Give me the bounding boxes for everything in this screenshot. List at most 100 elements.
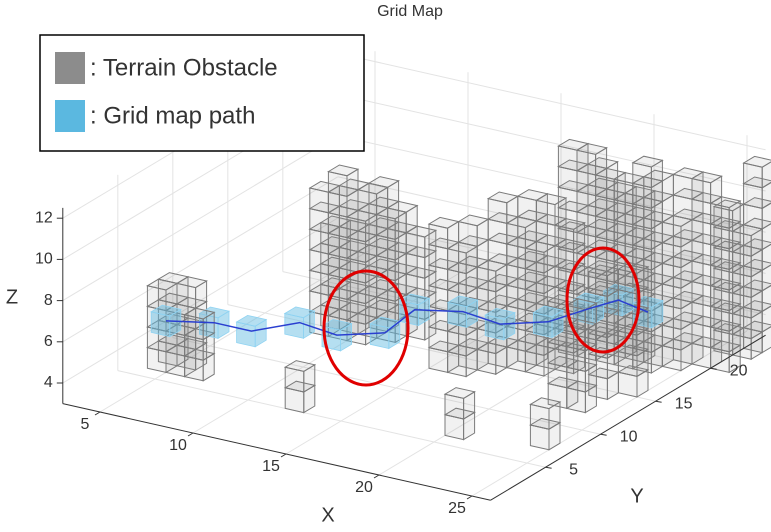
x-tick bbox=[373, 474, 380, 479]
voxel-face bbox=[150, 311, 171, 338]
z-tick-label: 8 bbox=[44, 292, 53, 309]
obstacle-voxel bbox=[427, 216, 460, 250]
obstacle-voxel bbox=[505, 216, 538, 250]
voxel-face bbox=[535, 199, 556, 226]
voxel-face bbox=[327, 170, 348, 198]
x-tick-label: 15 bbox=[262, 458, 280, 475]
path-line bbox=[165, 299, 649, 336]
voxel-face bbox=[487, 197, 508, 225]
x-tick-label: 10 bbox=[169, 437, 187, 454]
voxel-face bbox=[476, 218, 489, 248]
x-axis-label: X bbox=[321, 504, 334, 526]
z-tick-label: 10 bbox=[35, 251, 53, 268]
y-tick bbox=[710, 367, 717, 370]
z-tick-label: 6 bbox=[44, 333, 53, 350]
legend-box bbox=[39, 34, 365, 152]
voxel-face bbox=[447, 248, 467, 275]
obstacle-voxel bbox=[587, 264, 620, 298]
z-tick-label: 4 bbox=[44, 374, 53, 391]
obstacle-voxel bbox=[631, 155, 664, 189]
x-tick-label: 5 bbox=[81, 416, 90, 433]
voxel-face bbox=[394, 211, 407, 241]
voxel-face bbox=[750, 228, 763, 258]
obstacle-voxel bbox=[175, 276, 208, 310]
legend-swatch bbox=[55, 52, 85, 84]
y-tick bbox=[655, 400, 662, 403]
y-tick-label: 5 bbox=[569, 461, 578, 478]
voxel-face bbox=[672, 173, 693, 200]
obstacle-voxel bbox=[553, 218, 586, 251]
voxel-face bbox=[524, 247, 545, 274]
voxel-face bbox=[554, 224, 575, 251]
voxel-face bbox=[728, 200, 741, 230]
grid-line bbox=[192, 267, 469, 434]
y-tick-label: 10 bbox=[620, 428, 638, 445]
axes: 5 10 15 20 25 5 10 15 20 4 6 8 10 12 bbox=[35, 207, 766, 517]
x-tick bbox=[280, 453, 287, 458]
grid-line bbox=[282, 271, 711, 369]
voxel-face bbox=[346, 216, 367, 243]
obstacle-voxel bbox=[524, 241, 557, 274]
obstacle-voxel bbox=[529, 397, 562, 431]
obstacle-voxel bbox=[709, 196, 742, 230]
z-tick-label: 12 bbox=[35, 209, 53, 226]
path-voxel bbox=[532, 305, 565, 339]
voxel-face bbox=[543, 244, 556, 274]
y-tick bbox=[545, 466, 552, 469]
grid-line bbox=[62, 176, 339, 343]
grid-line bbox=[337, 176, 766, 274]
voxel-face bbox=[584, 302, 597, 332]
voxel-face bbox=[465, 245, 478, 275]
voxel-face bbox=[309, 187, 329, 214]
obstacle-voxel bbox=[631, 217, 664, 251]
obstacle-voxel bbox=[661, 215, 694, 248]
voxel-face bbox=[284, 312, 304, 339]
y-tick-label: 20 bbox=[730, 362, 748, 379]
obstacle-voxel bbox=[505, 257, 538, 291]
voxel-face bbox=[376, 213, 396, 241]
x-tick-label: 25 bbox=[448, 500, 466, 517]
grid-line bbox=[337, 135, 766, 233]
obstacle-voxel bbox=[356, 182, 389, 216]
grid-line bbox=[337, 93, 766, 192]
y-tick bbox=[600, 433, 607, 436]
path-voxel bbox=[484, 307, 516, 341]
voxel-face bbox=[365, 213, 378, 243]
voxel-face bbox=[533, 312, 553, 339]
voxel-face bbox=[463, 390, 476, 420]
obstacle-voxel bbox=[327, 164, 360, 198]
obstacle-voxel bbox=[443, 387, 476, 420]
voxel-face bbox=[447, 301, 468, 328]
voxel-face bbox=[650, 159, 663, 189]
obstacle-voxel bbox=[742, 155, 771, 189]
chart-title: Grid Map bbox=[377, 3, 443, 20]
obstacle-voxel bbox=[446, 324, 479, 357]
y-tick-label: 15 bbox=[675, 395, 693, 412]
voxel-face bbox=[743, 162, 763, 189]
x-tick bbox=[466, 495, 473, 500]
voxel-face bbox=[503, 311, 516, 341]
voxel-face bbox=[284, 366, 305, 393]
obstacle-voxel bbox=[535, 193, 568, 227]
voxel-face bbox=[303, 363, 316, 393]
z-axis-label: Z bbox=[6, 286, 18, 308]
voxel-face bbox=[595, 174, 615, 201]
path-voxel bbox=[369, 316, 401, 350]
grid-line bbox=[337, 52, 766, 151]
legend-swatch bbox=[55, 100, 85, 132]
voxel-face bbox=[632, 162, 652, 189]
x-tick bbox=[94, 411, 101, 416]
x-tick bbox=[187, 432, 194, 437]
grid bbox=[62, 51, 766, 497]
obstacle-voxel bbox=[183, 307, 216, 341]
voxel-face bbox=[557, 145, 578, 172]
obstacle-voxel bbox=[575, 143, 608, 176]
grid-line bbox=[337, 217, 766, 316]
obstacle-voxel bbox=[283, 360, 317, 393]
voxel-face bbox=[346, 168, 359, 198]
voxel-face bbox=[236, 321, 256, 348]
voxel-face bbox=[340, 322, 353, 352]
obstacle-voxel bbox=[375, 207, 408, 241]
